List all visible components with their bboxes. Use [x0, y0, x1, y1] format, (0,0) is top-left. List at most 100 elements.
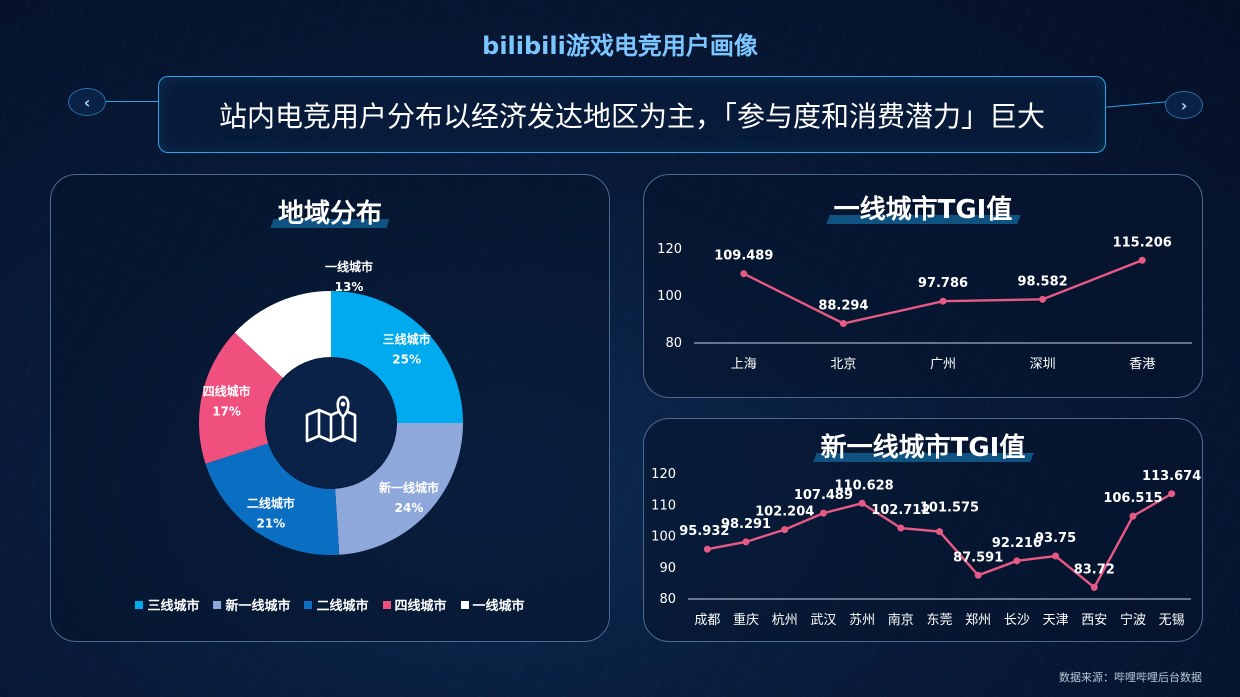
legend-label: 一线城市 — [472, 599, 525, 614]
legend-item[interactable]: 二线城市 — [304, 595, 369, 614]
x-tick-label: 天津 — [1043, 613, 1069, 628]
donut-value-label: 24% — [395, 501, 424, 515]
x-tick-label: 郑州 — [965, 613, 991, 628]
legend-item[interactable]: 新一线城市 — [213, 595, 290, 614]
y-tick-label: 80 — [665, 336, 682, 351]
data-point[interactable] — [740, 270, 748, 278]
legend-swatch — [460, 600, 469, 609]
x-tick-label: 北京 — [830, 357, 856, 372]
donut-category-label: 三线城市 — [383, 331, 431, 346]
donut-category-label: 四线城市 — [203, 384, 251, 399]
x-tick-label: 成都 — [694, 613, 720, 628]
tier1-line-chart: 80 100 120 上海 北京 广州 深圳 香港 109.489 88.294 97.786 98.… — [657, 235, 1192, 372]
tier1-panel-title: 一线城市TGI值 — [644, 189, 1202, 226]
x-tick-label: 苏州 — [849, 612, 875, 628]
x-tick-label: 南京 — [888, 612, 914, 628]
data-point[interactable] — [1013, 557, 1021, 565]
newtier1-panel-title: 新一线城市TGI值 — [644, 427, 1202, 464]
data-point[interactable] — [1138, 256, 1146, 264]
data-label: 102.712 — [871, 503, 930, 518]
data-label: 101.575 — [920, 501, 979, 516]
legend-item[interactable]: 三线城市 — [135, 595, 199, 614]
y-tick-label: 120 — [651, 467, 676, 482]
next-button[interactable]: › — [1165, 91, 1203, 119]
data-source-note: 数据来源：哔哩哔哩后台数据 — [1059, 671, 1202, 684]
data-point[interactable] — [1039, 295, 1047, 303]
y-tick-label: 80 — [659, 592, 676, 607]
data-point[interactable] — [1168, 490, 1176, 498]
data-point[interactable] — [781, 526, 789, 534]
donut-category-label: 新一线城市 — [379, 480, 439, 495]
subtitle-banner: 站内电竞用户分布以经济发达地区为主，「参与度和消费潜力」巨大 — [158, 76, 1106, 153]
data-label: 115.206 — [1113, 235, 1172, 250]
donut-slice — [234, 291, 331, 378]
newtier1-panel: 新一线城市TGI值 80 90 100 110 120 成都 重庆 杭州 武汉 苏州 南京 东莞 郑州长… — [643, 418, 1203, 642]
legend-swatch — [135, 600, 144, 609]
x-tick-label: 长沙 — [1004, 613, 1030, 628]
legend-label: 三线城市 — [147, 599, 200, 614]
y-tick-label: 100 — [651, 530, 676, 545]
region-panel: 地域分布 三线城市 25% 新一线城市 24% 二线城市 21% 四线城市 17% 一线城市 13… — [50, 174, 610, 642]
donut-slice — [199, 332, 283, 464]
legend-label: 新一线城市 — [225, 599, 291, 614]
x-tick-label: 无锡 — [1159, 613, 1185, 628]
data-label: 87.591 — [953, 550, 1003, 565]
data-label: 92.216 — [992, 536, 1042, 551]
data-point[interactable] — [939, 297, 947, 305]
x-tick-label: 杭州 — [772, 613, 798, 628]
legend-label: 四线城市 — [394, 599, 447, 614]
x-tick-label: 上海 — [731, 357, 757, 372]
tier1-panel: 一线城市TGI值 80 100 120 上海 北京 广州 深圳 香港 109.489 88.294… — [643, 174, 1203, 398]
donut-value-label: 25% — [392, 352, 421, 366]
data-point[interactable] — [1052, 552, 1060, 560]
donut-slice — [335, 423, 463, 555]
data-label: 97.786 — [918, 276, 968, 291]
donut-value-label: 21% — [256, 516, 285, 530]
donut-category-label: 二线城市 — [247, 495, 295, 510]
y-tick-label: 110 — [651, 498, 676, 513]
data-point[interactable] — [742, 538, 750, 546]
data-point[interactable] — [1129, 512, 1137, 520]
data-point[interactable] — [936, 528, 943, 536]
data-point[interactable] — [858, 499, 866, 507]
data-label: 113.674 — [1142, 469, 1201, 484]
chevron-right-icon: › — [1180, 95, 1188, 115]
x-tick-label: 西安 — [1081, 613, 1107, 628]
legend-swatch — [304, 600, 313, 609]
x-tick-label: 深圳 — [1030, 357, 1056, 372]
data-point[interactable] — [839, 320, 847, 328]
data-point[interactable] — [703, 545, 711, 553]
data-label: 93.75 — [1035, 531, 1076, 546]
newtier1-line-chart: 80 90 100 110 120 成都 重庆 杭州 武汉 苏州 南京 东莞 郑州 长沙 天津 西安 宁波 无锡 9… — [651, 467, 1201, 628]
nav-connector-left — [106, 101, 158, 102]
x-tick-label: 宁波 — [1120, 612, 1146, 628]
x-tick-label: 东莞 — [926, 613, 952, 628]
map-pin-icon — [305, 395, 357, 443]
legend-item[interactable]: 一线城市 — [460, 595, 525, 614]
data-point[interactable] — [897, 524, 905, 532]
data-label: 110.628 — [835, 478, 894, 493]
prev-button[interactable]: ‹ — [68, 88, 106, 116]
donut-slice — [331, 291, 463, 423]
donut-legend: 三线城市 新一线城市 二线城市 四线城市 一线城市 — [51, 595, 609, 614]
data-label: 95.932 — [679, 524, 729, 539]
donut-category-label: 一线城市 — [325, 259, 373, 274]
donut-value-label: 17% — [212, 405, 241, 419]
x-tick-label: 重庆 — [733, 612, 759, 628]
data-point[interactable] — [974, 571, 982, 579]
legend-swatch — [213, 600, 222, 609]
x-tick-label: 武汉 — [810, 613, 836, 628]
data-point[interactable] — [1090, 583, 1098, 591]
data-label: 107.489 — [794, 488, 853, 503]
legend-item[interactable]: 四线城市 — [382, 595, 447, 614]
data-point[interactable] — [819, 509, 827, 517]
x-tick-label: 广州 — [930, 357, 956, 372]
donut-slice — [205, 443, 340, 555]
page-title: bilibili游戏电竞用户画像 — [482, 32, 758, 60]
data-label: 88.294 — [818, 299, 868, 314]
legend-swatch — [382, 600, 391, 609]
data-label: 106.515 — [1103, 491, 1162, 506]
y-tick-label: 90 — [659, 561, 676, 576]
data-label: 102.204 — [755, 505, 814, 520]
data-label: 83.72 — [1074, 562, 1115, 577]
